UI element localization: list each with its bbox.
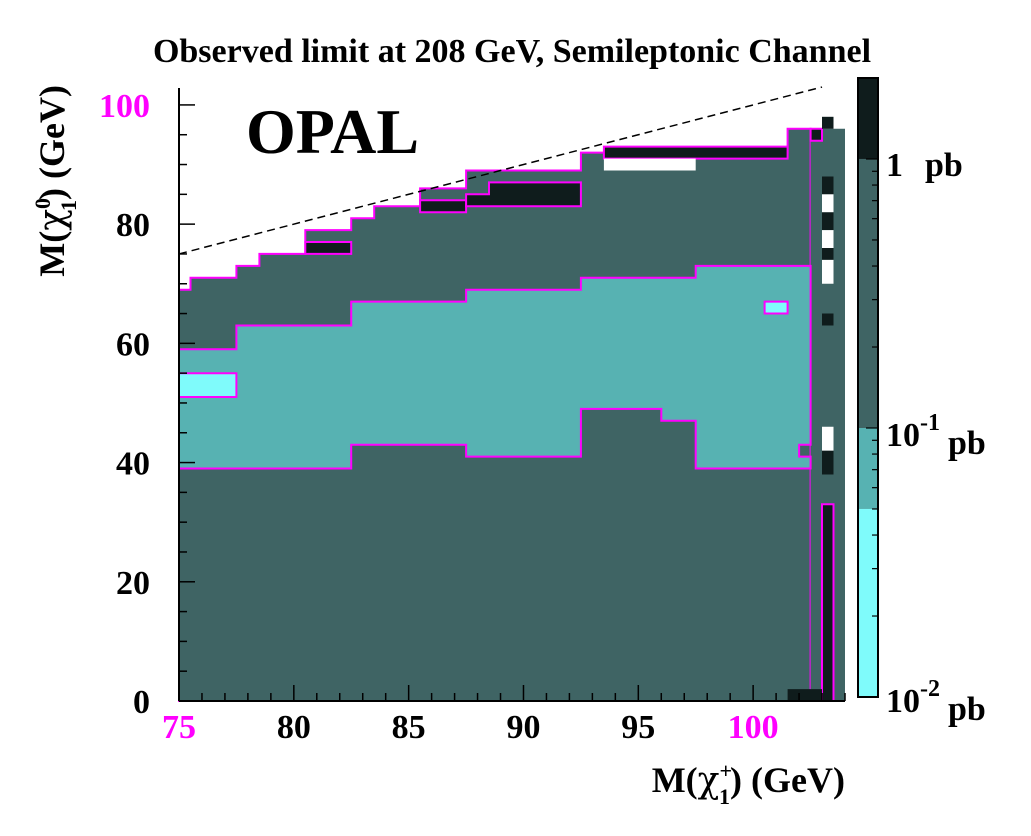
region-14 bbox=[822, 248, 834, 260]
region-17 bbox=[822, 116, 834, 129]
region-1 bbox=[810, 128, 845, 702]
x-tick-label: 75 bbox=[162, 709, 196, 746]
y-tick-label: 0 bbox=[133, 684, 150, 721]
colorbar-label-unit: pb bbox=[948, 425, 986, 462]
colorbar-band-2 bbox=[858, 158, 878, 428]
region-4 bbox=[763, 300, 789, 315]
region-5 bbox=[304, 241, 353, 255]
kinematic-limit-line bbox=[178, 86, 823, 255]
y-tick-label: 40 bbox=[116, 446, 150, 483]
y-tick-label: 80 bbox=[116, 207, 150, 244]
colorbar-label-2: 10-2 pb bbox=[886, 676, 986, 728]
x-tick-label: 100 bbox=[728, 709, 779, 746]
region-2 bbox=[178, 264, 812, 470]
white-gap-1 bbox=[822, 426, 834, 451]
region-13 bbox=[822, 313, 834, 326]
x-tick-label: 85 bbox=[392, 709, 426, 746]
region-10 bbox=[821, 503, 835, 702]
colorbar-label-unit: pb bbox=[925, 147, 963, 184]
axis-ticks bbox=[178, 104, 846, 702]
colorbar-label-base: 1 bbox=[886, 147, 903, 184]
region-16 bbox=[822, 176, 834, 195]
colorbar-label-exp: -1 bbox=[920, 410, 940, 436]
y-axis-label: M(χ01) (GeV) bbox=[30, 85, 81, 277]
white-gap-0 bbox=[603, 158, 696, 171]
heatmap-regions bbox=[178, 116, 845, 702]
x-axis-label: M(χ+ 1) (GeV) bbox=[652, 758, 845, 809]
region-15 bbox=[822, 212, 834, 231]
white-gap-2 bbox=[822, 259, 834, 284]
white-gap-3 bbox=[822, 230, 834, 248]
region-6 bbox=[419, 199, 468, 214]
colorbar-label-0: 1 pb bbox=[886, 147, 963, 184]
y-tick-label: 60 bbox=[116, 326, 150, 363]
colorbar bbox=[857, 77, 879, 698]
y-tick-label: 20 bbox=[116, 565, 150, 602]
y-tick-label: 100 bbox=[99, 88, 150, 125]
x-tick-label: 90 bbox=[506, 709, 540, 746]
colorbar-label-base: 10 bbox=[886, 683, 920, 720]
x-tick-label: 95 bbox=[621, 709, 655, 746]
region-8 bbox=[602, 145, 789, 160]
colorbar-band-1 bbox=[858, 427, 878, 509]
region-7 bbox=[465, 181, 582, 208]
colorbar-band-3 bbox=[858, 78, 878, 159]
region-3 bbox=[178, 372, 238, 398]
axis-tick-labels: 75 80 85 90 95 100 0 20 40 60 80 100 bbox=[99, 88, 779, 746]
region-12 bbox=[822, 450, 834, 475]
region-11 bbox=[787, 689, 822, 701]
colorbar-label-unit: pb bbox=[948, 691, 986, 728]
white-gap-4 bbox=[822, 194, 834, 213]
heatmap-gaps bbox=[603, 158, 834, 451]
opal-watermark: OPAL bbox=[246, 96, 419, 167]
region-9 bbox=[809, 127, 823, 142]
colorbar-band-0 bbox=[858, 508, 878, 697]
colorbar-label-exp: -2 bbox=[920, 676, 940, 702]
chart-title: Observed limit at 208 GeV, Semileptonic … bbox=[153, 33, 871, 70]
colorbar-label-1: 10-1 pb bbox=[886, 410, 986, 462]
x-tick-label: 80 bbox=[277, 709, 311, 746]
colorbar-label-base: 10 bbox=[886, 417, 920, 454]
